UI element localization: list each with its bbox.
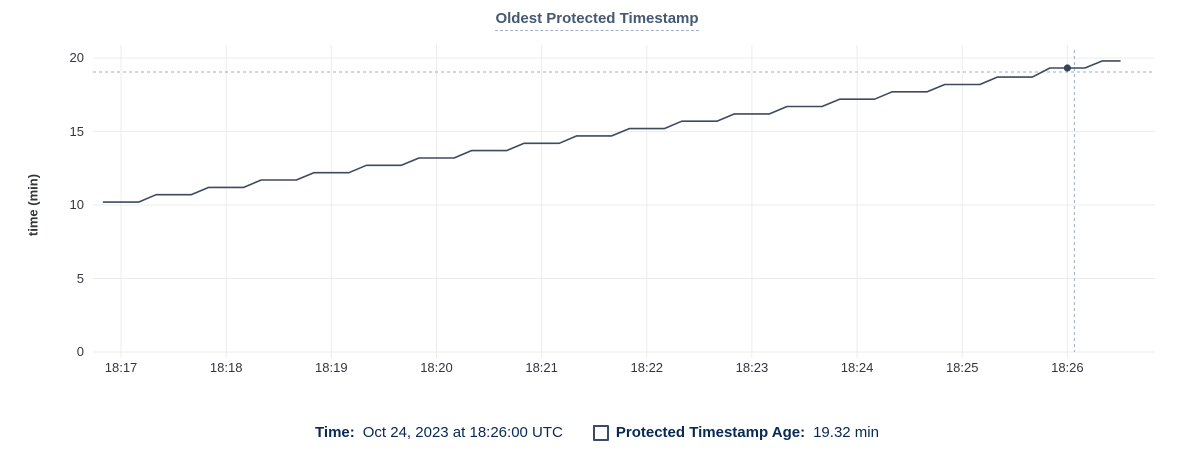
x-tick-label: 18:26 bbox=[1051, 360, 1084, 375]
series-line bbox=[102, 60, 1121, 203]
legend-time-label: Time: bbox=[315, 424, 355, 441]
y-tick-label: 10 bbox=[69, 197, 84, 212]
y-tick-label: 15 bbox=[69, 123, 84, 139]
legend-series-value: 19.32 min bbox=[813, 424, 879, 441]
x-tick-label: 18:19 bbox=[315, 360, 348, 375]
chart-title[interactable]: Oldest Protected Timestamp bbox=[495, 10, 699, 31]
legend-series-label: Protected Timestamp Age: bbox=[615, 424, 806, 441]
hover-legend: Time: Oct 24, 2023 at 18:26:00 UTC Prote… bbox=[0, 424, 1194, 442]
highlighted-data-point[interactable] bbox=[1063, 64, 1071, 72]
y-tick-label: 5 bbox=[76, 270, 84, 286]
x-tick-label: 18:18 bbox=[209, 360, 243, 375]
x-tick-label: 18:24 bbox=[840, 360, 874, 375]
x-tick-label: 18:20 bbox=[420, 360, 453, 375]
chart-header: Oldest Protected Timestamp bbox=[0, 10, 1194, 31]
legend-time-value: Oct 24, 2023 at 18:26:00 UTC bbox=[362, 424, 563, 441]
x-tick-label: 18:21 bbox=[525, 360, 558, 375]
x-tick-label: 18:23 bbox=[735, 360, 769, 375]
y-tick-label: 20 bbox=[69, 50, 84, 65]
y-tick-label: 0 bbox=[76, 344, 84, 359]
x-tick-label: 18:22 bbox=[630, 360, 664, 375]
x-tick-label: 18:17 bbox=[104, 360, 138, 375]
x-tick-label: 18:25 bbox=[945, 360, 979, 375]
unchecked-square-icon[interactable] bbox=[592, 425, 609, 441]
